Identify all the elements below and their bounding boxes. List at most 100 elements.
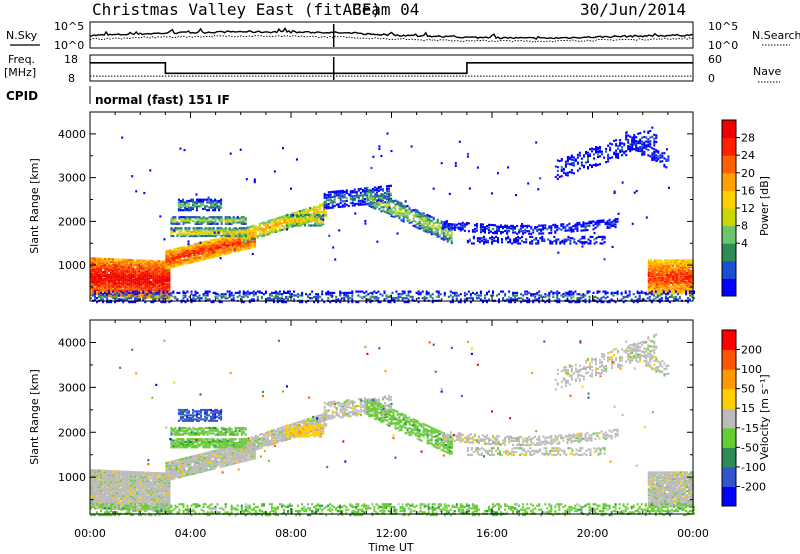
power-cell <box>130 282 133 285</box>
power-cell <box>343 205 346 208</box>
power-cell <box>134 278 137 282</box>
power-cell <box>165 266 168 269</box>
power-cell <box>667 158 670 161</box>
power-cell <box>422 212 425 215</box>
power-cell <box>366 189 369 192</box>
power-cell <box>230 298 233 301</box>
power-cell <box>162 277 165 280</box>
power-cell <box>289 290 291 293</box>
power-cell <box>241 248 244 251</box>
power-cell <box>278 226 281 230</box>
power-cell <box>446 231 449 234</box>
power-cell <box>242 290 245 293</box>
power-cell <box>104 273 107 276</box>
power-cell <box>104 263 107 266</box>
power-cell <box>114 263 117 266</box>
power-cell <box>160 283 163 287</box>
power-cell <box>645 147 648 151</box>
power-cell <box>172 222 175 225</box>
power-cell <box>242 227 245 230</box>
power-cell <box>522 224 525 228</box>
noise-search-label: N.Search <box>752 29 800 42</box>
power-cell <box>92 282 94 285</box>
power-cell <box>479 223 482 226</box>
power-cell <box>300 224 302 227</box>
power-cell <box>98 276 100 279</box>
power-cell <box>372 197 375 200</box>
power-cell <box>90 290 92 293</box>
power-cell <box>240 216 243 219</box>
power-cell <box>367 298 370 301</box>
power-cell <box>122 274 125 277</box>
power-cell <box>639 148 642 151</box>
power-cell <box>406 205 409 208</box>
power-cell <box>138 293 141 296</box>
power-cell <box>94 278 96 281</box>
power-cell <box>122 266 125 269</box>
power-cell <box>100 294 102 297</box>
power-cell <box>138 294 141 297</box>
power-cell <box>684 287 686 290</box>
power-cell <box>162 270 165 274</box>
power-cell <box>110 276 113 279</box>
power-cell <box>136 278 139 282</box>
power-cell <box>667 155 670 158</box>
power-cell <box>553 235 556 238</box>
power-cell <box>217 238 220 241</box>
power-cell <box>304 213 307 217</box>
nave-tick-bottom: 0 <box>708 72 715 85</box>
power-cell <box>649 145 652 148</box>
power-cell <box>310 217 313 221</box>
power-cell <box>548 232 551 235</box>
power-cell <box>564 160 567 163</box>
power-cell <box>102 278 105 281</box>
power-cell <box>341 204 344 207</box>
power-cell <box>566 155 569 159</box>
power-cell <box>130 290 133 293</box>
power-cell <box>508 230 511 233</box>
power-cell <box>550 225 553 228</box>
power-cell <box>290 221 292 224</box>
power-cell <box>160 295 163 298</box>
power-cell <box>170 294 173 297</box>
power-cell <box>162 260 165 263</box>
power-cell <box>150 280 153 284</box>
power-cell <box>100 261 102 264</box>
power-cell <box>177 207 180 210</box>
power-cell <box>343 202 346 205</box>
power-cell <box>655 140 658 144</box>
power-cell <box>647 285 650 288</box>
power-cell <box>132 295 135 298</box>
power-cell <box>322 213 325 217</box>
power-cell <box>578 221 581 224</box>
power-cell <box>114 266 117 269</box>
power-cell <box>436 231 439 234</box>
power-cell <box>471 229 474 232</box>
power-cell <box>124 298 127 301</box>
power-cell <box>357 290 360 293</box>
power-cell <box>90 273 92 276</box>
power-cell <box>112 294 115 297</box>
power-cell <box>482 228 484 231</box>
power-cell <box>212 216 215 219</box>
power-cell <box>162 276 165 279</box>
power-cell <box>502 231 504 234</box>
power-cell <box>124 285 127 288</box>
power-cell <box>424 222 427 225</box>
power-cell <box>98 294 100 297</box>
power-cell <box>574 158 577 161</box>
power-cell <box>148 279 151 282</box>
power-cell <box>120 273 123 276</box>
power-cell <box>116 294 119 297</box>
power-cell <box>303 208 306 211</box>
power-cell <box>138 265 141 269</box>
power-cell <box>223 250 226 253</box>
power-cell <box>122 290 125 293</box>
power-cell <box>475 229 478 232</box>
power-cell <box>335 203 338 206</box>
power-cell <box>532 228 535 231</box>
power-cell <box>164 282 167 285</box>
power-cell <box>593 157 595 160</box>
power-cell <box>588 220 591 223</box>
power-cell <box>202 234 205 238</box>
